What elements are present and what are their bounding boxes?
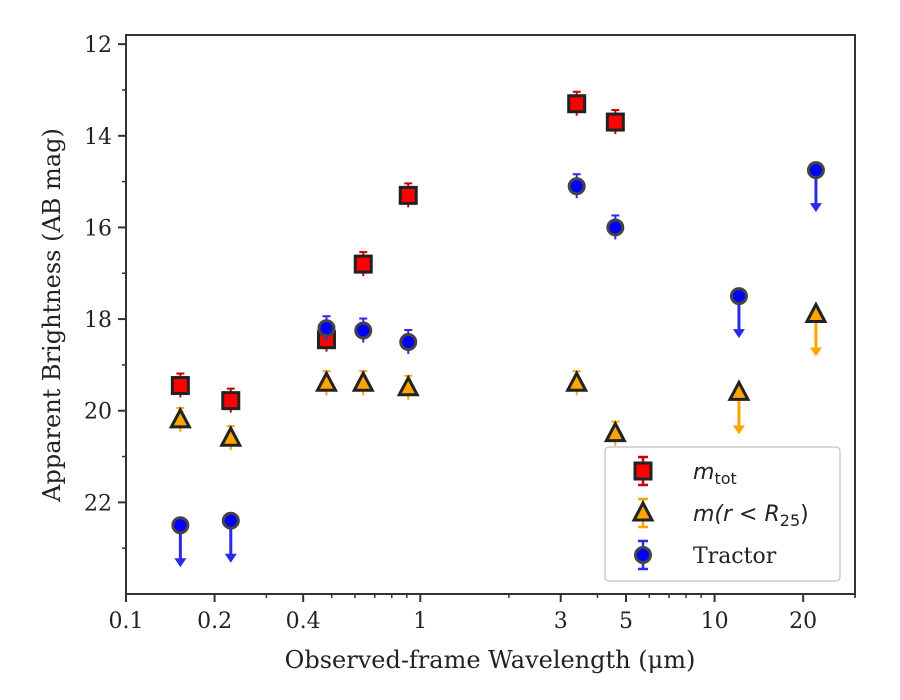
x-tick-label: 5 — [619, 609, 633, 634]
data-point — [314, 370, 338, 392]
data-point — [317, 319, 336, 338]
upper-limit-arrowhead — [732, 329, 745, 339]
data-point — [221, 511, 240, 530]
data-point — [565, 370, 589, 392]
x-axis-title: Observed-frame Wavelength (μm) — [285, 646, 696, 674]
y-axis-title: Apparent Brightness (AB mag) — [38, 128, 66, 503]
data-point — [399, 332, 418, 351]
upper-limit-arrowhead — [809, 347, 822, 357]
x-tick-label: 1 — [413, 609, 427, 634]
data-point — [171, 516, 190, 535]
legend-marker-mr25 — [631, 499, 655, 522]
y-tick-label: 16 — [84, 216, 112, 241]
y-tick-label: 22 — [84, 491, 112, 516]
x-tick-label: 20 — [789, 609, 817, 634]
data-point — [219, 425, 243, 447]
data-point — [398, 185, 418, 205]
x-tick-label: 0.2 — [197, 609, 232, 634]
upper-limit-arrowhead — [174, 558, 187, 568]
legend-label-mtot: mtot — [693, 460, 737, 488]
legend-marker-mtot — [633, 461, 653, 481]
data-point — [221, 391, 241, 411]
y-tick-label: 18 — [84, 308, 112, 333]
data-point — [605, 112, 625, 132]
data-point — [804, 301, 828, 323]
series-mtot — [170, 90, 625, 413]
x-tick-label: 3 — [554, 609, 568, 634]
axes: 12 14 16 18 20 22 0.1 0.2 0.4 1 3 5 10 20 — [84, 33, 856, 634]
y-tick-label: 14 — [84, 125, 112, 150]
legend-marker-tractor — [634, 546, 652, 564]
axes-frame — [125, 34, 856, 595]
data-point — [806, 161, 825, 180]
data-point — [170, 376, 190, 396]
upper-limit-arrowhead — [224, 553, 237, 563]
data-point — [567, 94, 587, 114]
legend-label-mr25: m(r < R25) — [693, 502, 809, 530]
upper-limit-arrowhead — [732, 425, 745, 435]
legend: mtot m(r < R25) Tractor — [604, 446, 841, 582]
x-tick-label: 10 — [701, 609, 729, 634]
legend-label-tractor: Tractor — [693, 544, 777, 569]
y-tick-label: 20 — [84, 400, 112, 425]
upper-limit-arrowhead — [809, 203, 822, 213]
data-point — [353, 254, 373, 274]
y-tick-label: 12 — [84, 33, 112, 58]
data-point — [729, 287, 748, 306]
data-point — [396, 374, 420, 397]
x-tick-label: 0.1 — [109, 609, 144, 634]
series-tractor — [171, 161, 825, 568]
legend-box — [604, 446, 841, 582]
data-point — [606, 218, 625, 237]
series-mr25 — [168, 301, 828, 451]
data-point — [354, 321, 373, 340]
data-point — [567, 177, 586, 196]
data-point — [727, 379, 751, 401]
plot-area — [168, 90, 828, 568]
x-tick-label: 0.4 — [286, 609, 321, 634]
data-point — [351, 370, 375, 392]
data-point — [168, 406, 192, 429]
data-point — [603, 420, 627, 443]
